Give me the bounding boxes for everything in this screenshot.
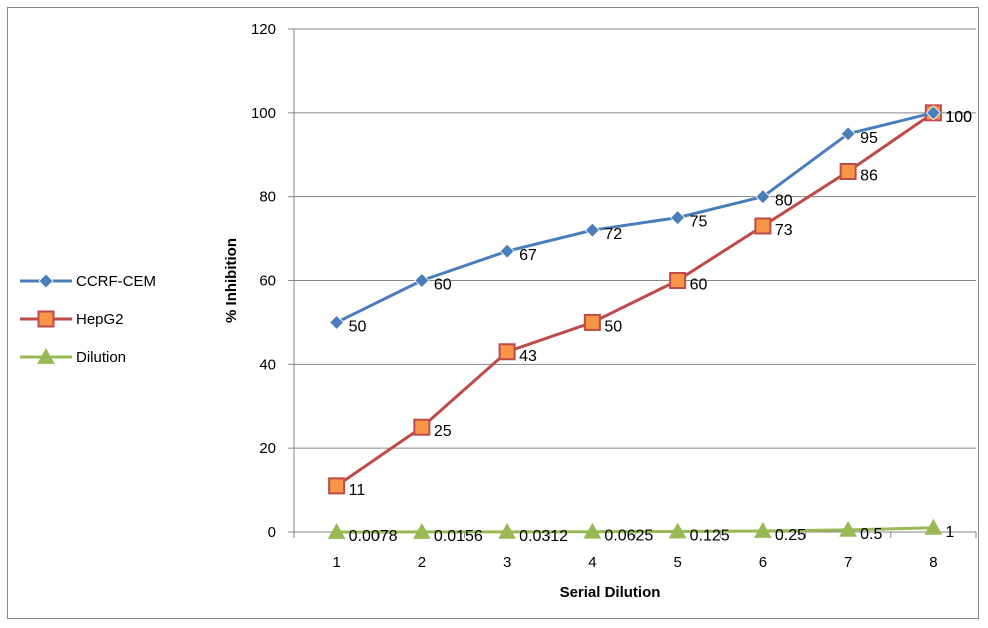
data-point <box>584 222 600 238</box>
y-tick-label: 40 <box>259 356 276 373</box>
data-point <box>583 313 601 331</box>
data-point <box>754 217 772 235</box>
data-point <box>329 314 345 330</box>
data-label: 80 <box>775 193 793 210</box>
x-tick-label: 8 <box>929 554 937 571</box>
y-tick-label: 0 <box>268 524 276 541</box>
data-point <box>499 243 515 259</box>
data-point <box>839 163 857 181</box>
data-point <box>328 477 346 495</box>
data-point <box>755 189 771 205</box>
legend: CCRF-CEM HepG2 Dilution <box>20 273 156 366</box>
data-label: 0.25 <box>775 527 806 544</box>
data-label: 75 <box>690 214 708 231</box>
data-point <box>670 210 686 226</box>
x-tick-label: 6 <box>759 554 767 571</box>
data-label: 50 <box>349 318 367 335</box>
data-point <box>583 522 602 539</box>
legend-marker <box>37 310 55 328</box>
data-point <box>754 521 772 538</box>
data-label: 0.0156 <box>434 528 483 545</box>
series-hepg2 <box>328 104 942 495</box>
data-point <box>668 522 687 539</box>
legend-marker <box>38 273 54 289</box>
data-label: 0.0625 <box>604 528 653 545</box>
data-label: 1 <box>945 524 954 541</box>
data-label: 67 <box>519 247 537 264</box>
legend-label: CCRF-CEM <box>76 273 156 290</box>
x-tick-label: 1 <box>332 554 340 571</box>
data-point <box>839 520 857 537</box>
y-tick-label: 20 <box>259 440 276 457</box>
data-point <box>498 522 516 539</box>
x-axis-title: Serial Dilution <box>560 584 661 601</box>
series-ccrf-cem <box>329 105 941 330</box>
data-label: 60 <box>690 277 708 294</box>
y-tick-label: 100 <box>251 105 276 122</box>
data-label: 100 <box>945 109 972 126</box>
data-point <box>498 343 516 361</box>
data-label: 86 <box>860 168 878 185</box>
data-label: 0.0312 <box>519 528 568 545</box>
data-point <box>413 418 431 436</box>
y-tick-label: 60 <box>259 273 276 290</box>
data-label: 0.0078 <box>349 528 398 545</box>
data-label: 73 <box>775 222 793 239</box>
data-point <box>925 105 941 121</box>
series-layer <box>327 104 943 539</box>
data-label: 11 <box>349 482 366 499</box>
data-label: 100 <box>945 109 972 126</box>
series-line <box>336 526 934 534</box>
data-label: 72 <box>604 226 622 243</box>
data-label: 95 <box>860 130 878 147</box>
y-tick-label: 120 <box>251 21 276 38</box>
data-label: 25 <box>434 423 452 440</box>
data-label: 60 <box>434 277 452 294</box>
legend-label: HepG2 <box>76 311 124 328</box>
x-tick-label: 5 <box>673 554 681 571</box>
data-point <box>413 522 431 539</box>
legend-label: Dilution <box>76 349 126 366</box>
data-labels: 0.0078 0.0156 0.0312 0.0625 0.125 0.25 0.5 1112… <box>349 109 973 545</box>
data-point <box>669 272 687 289</box>
x-tick-label: 4 <box>588 554 596 571</box>
legend-marker <box>37 347 55 364</box>
gridlines <box>294 28 976 449</box>
chart-area <box>7 7 979 619</box>
data-point <box>327 522 346 539</box>
y-tick-label: 80 <box>259 189 276 206</box>
data-label: 0.125 <box>690 527 730 544</box>
y-axis-title: % Inhibition <box>223 238 240 323</box>
legend-item-dilution: Dilution <box>20 347 126 366</box>
legend-item-hepg2: HepG2 <box>20 310 124 328</box>
series-dilution <box>327 518 943 539</box>
data-point <box>840 126 856 142</box>
data-label: 50 <box>604 318 622 335</box>
data-label: 43 <box>519 348 537 365</box>
data-point <box>414 272 430 289</box>
data-point <box>924 518 943 535</box>
data-label: 0.5 <box>860 526 882 543</box>
x-tick-label: 2 <box>418 554 426 571</box>
legend-item-ccrf-cem: CCRF-CEM <box>20 273 156 290</box>
series-line <box>335 111 935 488</box>
x-tick-label: 7 <box>844 554 852 571</box>
series-line <box>335 111 934 324</box>
x-tick-label: 3 <box>503 554 511 571</box>
